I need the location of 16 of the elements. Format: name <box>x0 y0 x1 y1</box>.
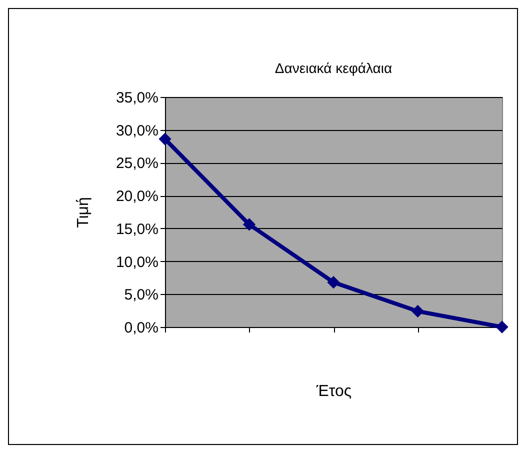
y-tick-label: 25,0% <box>116 155 158 172</box>
y-tick-label: 0,0% <box>124 320 158 336</box>
point <box>242 218 256 231</box>
y-tick-label: 5,0% <box>124 286 158 304</box>
point <box>158 132 172 146</box>
y-tick-label: 35,0% <box>116 90 158 106</box>
point <box>496 320 508 334</box>
y-tick-label: 10,0% <box>116 254 158 271</box>
y-tick-label: 20,0% <box>116 188 158 206</box>
y-tick-label: 15,0% <box>116 220 158 238</box>
point <box>411 304 424 318</box>
chart-title: Δανειακά κεφάλαια <box>274 60 392 76</box>
y-tick-label: 30,0% <box>116 122 158 140</box>
point <box>327 276 340 289</box>
y-axis-title: Τιμή <box>74 197 92 228</box>
x-axis-title: Έτος <box>315 383 352 400</box>
